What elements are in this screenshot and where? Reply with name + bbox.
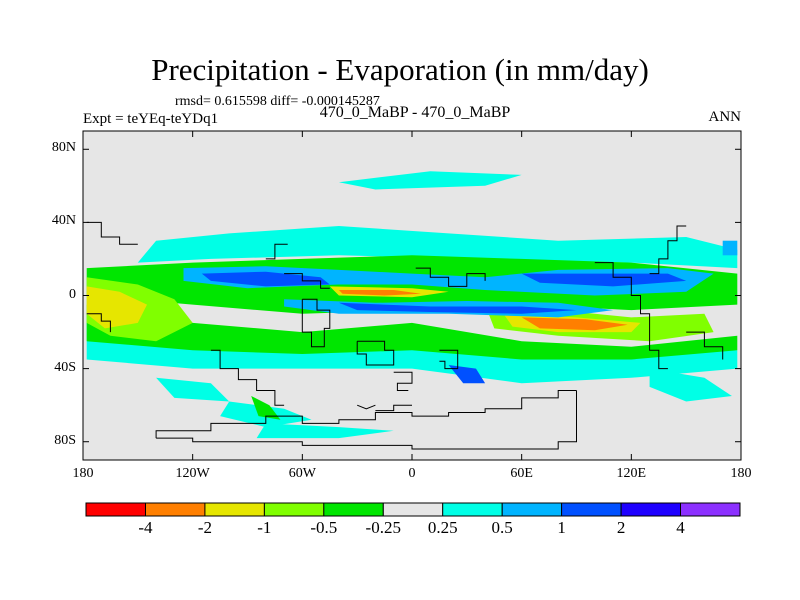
y-tick-label: 40S xyxy=(54,359,76,375)
coastline xyxy=(284,273,330,289)
colorbar-swatch xyxy=(323,502,384,517)
colorbar-label: -0.5 xyxy=(310,518,338,537)
x-tick-label: 180 xyxy=(72,466,94,481)
colorbar-label: 0.25 xyxy=(427,518,458,537)
coastline xyxy=(594,262,668,370)
x-tick-label: 120E xyxy=(616,466,647,481)
colorbar-label: 0.5 xyxy=(491,518,513,537)
field-patch xyxy=(521,273,687,287)
x-tick-label: 180 xyxy=(730,466,752,481)
colorbar-swatch xyxy=(561,502,622,517)
field-patch xyxy=(722,240,738,256)
coastline xyxy=(155,390,577,439)
coastline xyxy=(357,404,376,410)
y-tick-label: 40N xyxy=(51,213,76,229)
colorbar-swatch xyxy=(263,502,325,517)
y-tick-label: 80S xyxy=(54,432,76,448)
field-patch xyxy=(256,423,394,439)
season-label: ANN xyxy=(708,109,742,125)
field-patch xyxy=(521,317,628,331)
colorbar-label: -0.25 xyxy=(365,518,401,537)
colorbar-swatch xyxy=(501,502,563,517)
field-patch xyxy=(338,290,422,296)
colorbar-swatch xyxy=(442,502,503,517)
coastline xyxy=(375,404,412,412)
coastlines xyxy=(86,221,724,450)
colorbar-swatch xyxy=(382,502,444,517)
coastline xyxy=(265,243,288,260)
field-patch xyxy=(156,377,230,402)
field-patch xyxy=(338,171,522,190)
field-patch xyxy=(137,226,738,269)
colorbar-swatch xyxy=(204,502,265,517)
field-patch xyxy=(251,396,281,420)
experiment-label: Expt = teYEq-teYDq1 xyxy=(83,111,219,127)
y-tick-label: 0 xyxy=(69,286,76,302)
x-tick-label: 0 xyxy=(408,466,416,481)
chart-title: Precipitation - Evaporation (in mm/day) xyxy=(151,52,649,87)
field-patch xyxy=(649,368,732,402)
colorbar xyxy=(85,502,741,517)
colorbar-label: 1 xyxy=(557,518,566,537)
coastline xyxy=(301,298,331,348)
coastline xyxy=(439,349,459,370)
field-patch xyxy=(338,302,577,314)
coastline xyxy=(210,349,285,406)
colorbar-label: -1 xyxy=(257,518,272,537)
field-patch xyxy=(86,304,738,360)
coastline xyxy=(356,340,395,366)
coastline xyxy=(86,221,138,245)
colorbar-swatch xyxy=(620,502,682,517)
field-patch xyxy=(201,271,330,287)
x-tick-label: 120W xyxy=(175,466,210,481)
colorbar-swatch xyxy=(85,502,146,517)
stats-text: rmsd= 0.615598 diff= -0.000145287 xyxy=(175,94,380,109)
x-tick-label: 60E xyxy=(510,466,533,481)
coastline xyxy=(415,267,486,287)
colorbar-swatch xyxy=(680,502,741,517)
colorbar-label: -4 xyxy=(138,518,153,537)
coastline xyxy=(393,371,413,391)
colorbar-label: -2 xyxy=(197,518,212,537)
period-label: 470_0_MaBP - 470_0_MaBP xyxy=(319,104,511,121)
coastline xyxy=(686,331,724,360)
coastline xyxy=(156,390,577,450)
tick-marks xyxy=(82,131,742,460)
field-patch xyxy=(448,365,486,384)
coastline xyxy=(649,225,687,275)
colorbar-label: 4 xyxy=(676,518,685,537)
x-tick-label: 60W xyxy=(288,466,316,481)
map-features xyxy=(86,171,738,439)
coastline xyxy=(86,313,111,333)
colorbar-label: 2 xyxy=(616,518,626,537)
y-tick-label: 80N xyxy=(51,140,76,156)
colorbar-swatch xyxy=(145,502,206,517)
